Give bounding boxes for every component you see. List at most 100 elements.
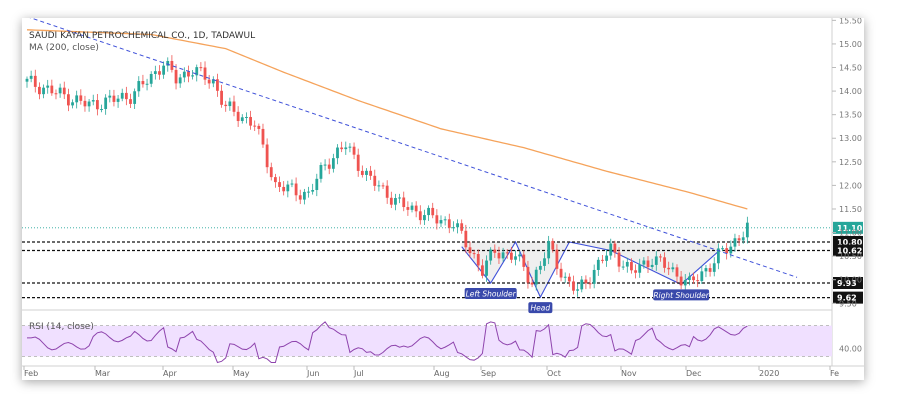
candle-body xyxy=(439,220,443,224)
candle-body xyxy=(178,77,182,84)
candle-body xyxy=(497,252,501,259)
candle-body xyxy=(741,237,745,241)
candle-body xyxy=(596,259,600,270)
time-axis-label: Jul xyxy=(353,369,364,378)
candle-body xyxy=(62,87,66,95)
candle-body xyxy=(394,198,397,205)
candle-body xyxy=(509,252,513,260)
rsi-line xyxy=(26,321,748,364)
candle-body xyxy=(228,101,232,107)
price-axis-label: 10.50 xyxy=(839,252,862,261)
candle-body xyxy=(348,146,352,148)
candle-body xyxy=(269,167,273,178)
price-axis-label: 15.00 xyxy=(839,40,862,49)
candle-body xyxy=(630,261,633,271)
candle-body xyxy=(54,93,58,95)
candle-body xyxy=(170,60,174,70)
candle-body xyxy=(377,185,381,187)
main-pane-bg xyxy=(22,18,832,308)
candle-body xyxy=(365,170,368,175)
rsi-legend: RSI (14, close) xyxy=(29,322,94,332)
candle-body xyxy=(642,260,646,265)
candle-body xyxy=(352,146,356,155)
price-axis-label: 13.00 xyxy=(839,134,862,143)
time-axis-label: Jun xyxy=(306,369,320,378)
candle-body xyxy=(282,186,286,192)
candle-body xyxy=(236,111,240,122)
candle-body xyxy=(501,252,505,259)
candle-body xyxy=(33,75,37,87)
time-axis-label: Feb xyxy=(24,369,38,378)
time-axis-label: Aug xyxy=(434,369,450,378)
left-shoulder-label: Left Shoulder xyxy=(466,290,517,299)
price-tag-box xyxy=(833,221,863,234)
candle-body xyxy=(580,279,584,290)
candle-body xyxy=(87,101,91,107)
candle-body xyxy=(584,279,588,284)
candle-body xyxy=(381,185,385,187)
candle-body xyxy=(224,104,228,107)
price-axis-label: 11.50 xyxy=(839,205,862,214)
candle-body xyxy=(240,117,244,122)
candle-body xyxy=(323,164,327,166)
price-tag-label: 10.80 xyxy=(837,238,863,247)
candle-body xyxy=(468,247,472,254)
right-shoulder-label-box xyxy=(653,289,710,301)
candle-body xyxy=(182,71,186,78)
candle-body xyxy=(398,197,401,199)
candle-body xyxy=(493,249,497,253)
candle-body xyxy=(137,81,141,92)
price-axis-label: 12.50 xyxy=(839,158,862,167)
candle-body xyxy=(696,280,700,282)
candle-body xyxy=(700,271,704,282)
candle-body xyxy=(659,256,662,258)
head-label-box xyxy=(528,302,553,314)
candle-body xyxy=(654,256,658,265)
price-axis-label: 14.00 xyxy=(839,87,862,96)
chart-title: SAUDI KAYAN PETROCHEMICAL CO., 1D, TADAW… xyxy=(29,31,255,41)
candle-body xyxy=(663,257,666,268)
candle-body xyxy=(124,92,128,100)
candle-body xyxy=(100,109,103,111)
candle-body xyxy=(29,75,33,79)
candle-body xyxy=(414,205,418,212)
candle-body xyxy=(67,94,70,106)
candle-body xyxy=(460,223,464,231)
price-axis-label: 9.50 xyxy=(839,299,857,308)
chart-frame: 40.00 11.10 10.80 10.62 9.93 9.62 Left Should… xyxy=(22,18,864,380)
candle-body xyxy=(547,240,551,259)
candle-body xyxy=(249,116,252,126)
candle-body xyxy=(58,87,62,94)
candle-body xyxy=(447,219,451,228)
candle-body xyxy=(83,100,87,107)
candle-body xyxy=(514,256,517,260)
right-shoulder-label: Right Shoulder xyxy=(653,291,709,300)
time-axis-label: Mar xyxy=(95,369,111,378)
candle-body xyxy=(617,252,621,267)
candle-body xyxy=(683,279,687,286)
price-axis-label: 13.50 xyxy=(839,111,862,120)
candle-body xyxy=(257,125,261,129)
candle-body xyxy=(667,267,671,270)
candle-body xyxy=(716,248,720,264)
candle-body xyxy=(443,219,447,221)
candle-body xyxy=(485,260,488,276)
candle-body xyxy=(733,238,737,247)
price-tag-box xyxy=(833,291,863,304)
time-axis-label: May xyxy=(233,369,250,378)
candle-body xyxy=(261,128,265,145)
candle-body xyxy=(456,223,459,228)
rsi-axis-label: 40.00 xyxy=(839,345,862,354)
candle-body xyxy=(481,265,484,276)
candle-body xyxy=(104,97,108,110)
candle-body xyxy=(112,95,116,102)
candle-body xyxy=(472,253,476,255)
candle-body xyxy=(311,190,315,192)
candle-body xyxy=(464,230,468,248)
candle-body xyxy=(274,177,277,183)
downtrend-line xyxy=(29,18,798,278)
left-shoulder-label-box xyxy=(464,288,517,300)
candle-body xyxy=(725,248,729,254)
candle-body xyxy=(331,158,335,169)
